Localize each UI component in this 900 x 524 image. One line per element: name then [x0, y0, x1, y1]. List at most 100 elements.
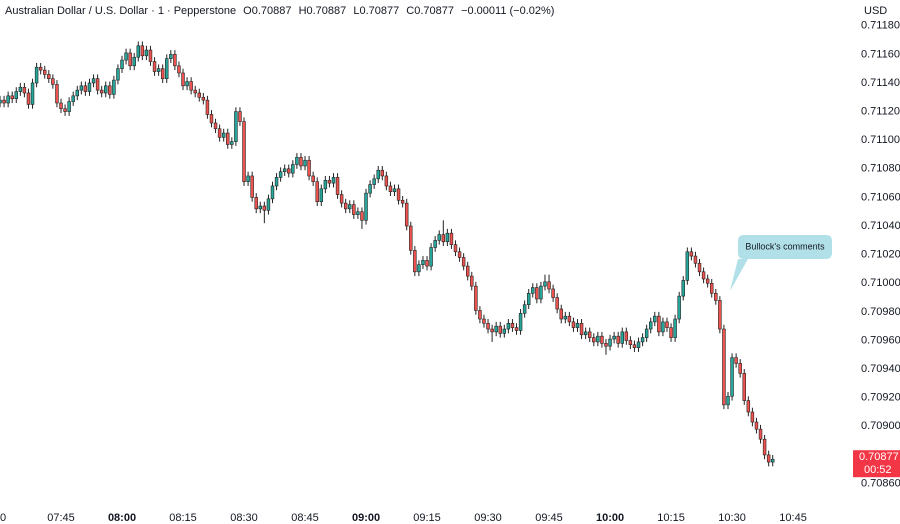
candle-body	[648, 321, 653, 330]
y-tick-label: 0.71160	[861, 48, 900, 60]
candle	[490, 324, 494, 342]
candle-body	[22, 86, 27, 94]
candle-body	[327, 179, 332, 184]
candle	[701, 267, 706, 284]
candle-body	[254, 197, 258, 210]
candle	[709, 278, 714, 298]
candle	[482, 314, 486, 328]
candle-body	[140, 45, 145, 57]
candle	[238, 107, 242, 126]
candle-body	[722, 328, 726, 406]
candle	[445, 228, 450, 247]
y-tick-label: 0.71120	[861, 105, 900, 117]
candle-body	[128, 52, 132, 67]
candle-body	[543, 281, 547, 287]
candle	[185, 77, 189, 91]
candle-body	[55, 84, 59, 104]
candle-body	[59, 102, 63, 110]
candle-body	[579, 323, 584, 336]
candle-body	[685, 251, 690, 281]
candle	[640, 333, 645, 347]
candle	[612, 331, 616, 344]
candle-body	[120, 59, 124, 69]
candle-body	[677, 295, 681, 320]
candle-body	[567, 315, 572, 323]
candle	[51, 74, 55, 89]
candle	[665, 317, 669, 332]
candle-body	[83, 85, 88, 92]
candle-body	[47, 74, 51, 79]
candle-body	[79, 85, 84, 91]
candle	[648, 317, 653, 334]
candle	[197, 88, 202, 102]
candle-body	[571, 321, 576, 328]
candle-body	[502, 328, 507, 334]
candle	[181, 68, 185, 91]
close-value: C0.70877	[406, 5, 454, 17]
x-tick-label: 07:45	[47, 512, 75, 524]
candle-body	[315, 181, 319, 203]
candle	[95, 74, 100, 95]
candle-body	[510, 323, 515, 328]
candle	[262, 201, 267, 224]
candle-body	[2, 99, 6, 104]
candle	[270, 181, 275, 204]
candle-body	[449, 232, 454, 245]
candle	[636, 337, 641, 352]
candle	[571, 317, 576, 332]
candle	[226, 128, 230, 149]
candle-body	[624, 331, 629, 341]
candle-body	[67, 101, 71, 112]
candle	[165, 54, 169, 83]
candle	[754, 417, 759, 434]
candle-body	[771, 458, 775, 463]
candle-body	[718, 300, 722, 330]
candle-body	[592, 337, 596, 343]
candle-body	[112, 79, 116, 95]
candle-body	[30, 82, 35, 105]
candle	[360, 207, 364, 229]
candle	[75, 85, 79, 101]
candle	[274, 173, 279, 191]
candle	[311, 171, 315, 186]
y-tick-label: 0.71060	[861, 191, 900, 203]
candle	[486, 319, 490, 334]
x-tick-label: 10:30	[718, 512, 746, 524]
candle	[376, 165, 380, 184]
candle-body	[392, 188, 397, 192]
candle	[653, 311, 657, 327]
candle-body	[169, 54, 173, 59]
candle	[539, 281, 543, 304]
candle	[726, 391, 730, 410]
candle-body	[287, 168, 291, 174]
candle	[201, 92, 206, 105]
candle-body	[221, 132, 226, 138]
candle	[722, 324, 726, 410]
candle-body	[681, 280, 685, 297]
symbol-title: Australian Dollar / U.S. Dollar · 1 · Pe…	[5, 5, 236, 17]
candle	[579, 319, 584, 340]
candle-body	[535, 287, 539, 300]
candle-body	[689, 251, 694, 257]
candle-body	[693, 255, 698, 264]
candle	[587, 327, 592, 342]
candle	[242, 117, 246, 186]
y-tick-label: 0.71080	[861, 163, 900, 175]
y-tick-label: 0.70920	[861, 392, 900, 404]
candle-body	[657, 315, 661, 333]
candle-body	[384, 175, 389, 187]
candle	[718, 296, 722, 334]
candle	[79, 81, 84, 95]
candle	[372, 174, 376, 189]
candle-body	[665, 321, 669, 328]
candle-body	[201, 96, 206, 101]
candle-body	[75, 89, 79, 97]
candle	[230, 137, 234, 149]
candle-body	[148, 49, 153, 62]
candle-body	[380, 169, 385, 177]
candle	[441, 220, 446, 247]
candle	[734, 353, 738, 368]
candle	[160, 64, 165, 83]
candle-body	[644, 328, 649, 338]
